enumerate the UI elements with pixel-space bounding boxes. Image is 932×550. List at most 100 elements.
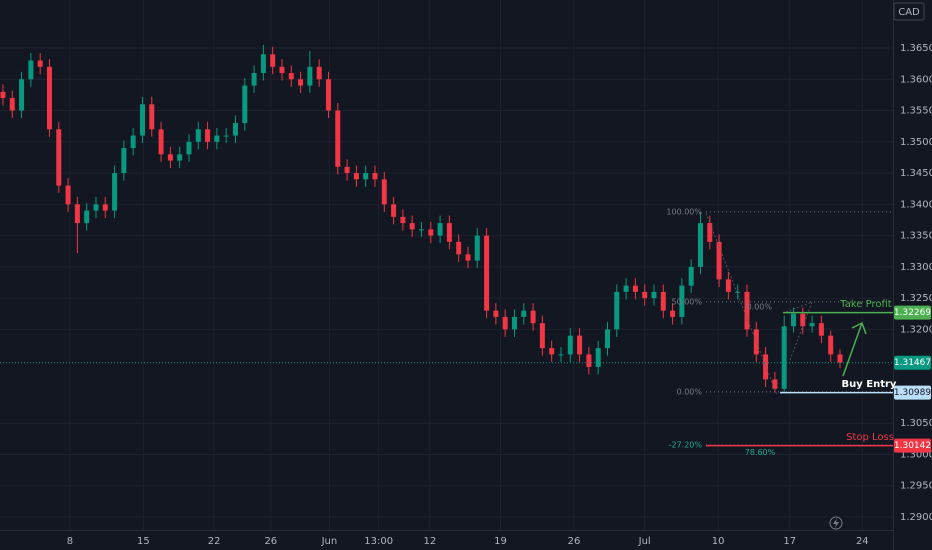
lightning-bolt <box>833 518 839 528</box>
fib-trend <box>785 301 813 313</box>
price-tag <box>894 305 931 320</box>
candle-body <box>539 323 545 349</box>
candle-body <box>670 310 676 317</box>
candle-body <box>279 66 285 74</box>
candle-body <box>753 329 759 355</box>
x-tick-label: 17 <box>783 536 796 547</box>
candle-body <box>623 285 629 292</box>
candle-body <box>521 310 527 317</box>
candle-body <box>735 291 741 293</box>
candle-body <box>511 316 517 330</box>
y-tick-label: 1.30500 <box>900 418 932 429</box>
candle-body <box>381 179 387 205</box>
candle-body <box>400 216 406 224</box>
candle-body <box>158 129 164 155</box>
candle-body <box>772 379 778 389</box>
take-profit-label: Take Profit <box>839 299 892 310</box>
candle-body <box>446 223 452 242</box>
candle-body <box>642 291 648 299</box>
y-tick-label: 1.32500 <box>900 293 932 304</box>
candle-body <box>567 335 573 355</box>
currency: CAD <box>898 7 920 18</box>
price-tag <box>894 438 931 453</box>
x-tick-label: 10 <box>712 536 725 547</box>
price-tag-label: 1.30142 <box>894 441 931 451</box>
candle-body <box>595 348 601 367</box>
candle-body <box>781 326 787 389</box>
candle-body <box>325 79 331 111</box>
candle-body <box>604 329 610 349</box>
y-tick-label: 1.36000 <box>900 74 932 85</box>
fib-label: 0.00% <box>747 302 773 311</box>
y-tick-label: 1.34500 <box>900 168 932 179</box>
candle-body <box>474 235 480 261</box>
candle-body <box>484 235 490 311</box>
candle-body <box>251 73 257 86</box>
candle-body <box>102 204 108 211</box>
candle-body <box>112 173 118 211</box>
candle-body <box>0 91 6 99</box>
candle-body <box>84 210 90 224</box>
candle-body <box>121 148 127 174</box>
y-tick-label: 1.29000 <box>900 512 932 523</box>
candle-body <box>632 285 638 292</box>
candle-body <box>93 204 99 211</box>
lightning-icon[interactable] <box>829 516 843 530</box>
candle-body <box>56 129 62 186</box>
fib-label: -27.20% <box>669 441 703 450</box>
price-tag-label: 1.30989 <box>894 388 931 398</box>
y-tick-label: 1.35500 <box>900 106 932 117</box>
candle-body <box>167 154 173 161</box>
candle-body <box>9 98 15 111</box>
x-tick-label: 24 <box>856 536 869 547</box>
candle-body <box>46 66 52 130</box>
x-tick-label: 13:00 <box>364 536 393 547</box>
candle-body <box>418 229 424 231</box>
candle-body <box>205 129 211 142</box>
fib-label: 100.00% <box>666 207 702 216</box>
candle-body <box>437 223 443 236</box>
x-tick-label: 15 <box>137 536 150 547</box>
candle-body <box>307 66 313 86</box>
candle-body <box>614 291 620 330</box>
candle-body <box>19 79 25 111</box>
candle-body <box>828 335 834 355</box>
arrow-head <box>851 321 867 335</box>
candle-body <box>697 223 703 267</box>
x-tick-label: 26 <box>568 536 581 547</box>
x-tick-label: Jul <box>638 536 651 547</box>
candle-body <box>335 110 341 167</box>
fib-trend <box>705 212 778 396</box>
candle-body <box>716 241 722 280</box>
candle-body <box>428 229 434 236</box>
candle-body <box>139 104 145 136</box>
candle-body <box>809 323 815 327</box>
candle-body <box>316 66 322 80</box>
candle-body <box>577 335 583 355</box>
candle-body <box>818 323 824 336</box>
candle-body <box>37 60 43 67</box>
price-tag-label: 1.31467 <box>894 358 931 368</box>
candle-body <box>195 129 201 142</box>
candle-body <box>242 85 248 124</box>
candle-body <box>530 310 536 324</box>
x-tick-label: 19 <box>494 536 507 547</box>
candle-body <box>465 254 471 261</box>
y-tick-label: 1.32000 <box>900 324 932 335</box>
arrow <box>842 322 863 377</box>
y-tick-label: 1.30000 <box>900 449 932 460</box>
candle-body <box>298 79 304 86</box>
x-tick-label: 8 <box>67 536 73 547</box>
candle-body <box>223 135 229 137</box>
candle-body <box>725 279 731 292</box>
fib-label: 78.60% <box>745 448 776 457</box>
candle-body <box>744 291 750 330</box>
currency-box[interactable] <box>893 2 925 21</box>
y-tick-label: 1.36500 <box>900 43 932 54</box>
fib-label: 50.00% <box>671 297 702 306</box>
buy-entry-label: Buy Entry <box>842 379 897 390</box>
candle-body <box>214 135 220 142</box>
candle-body <box>651 291 657 299</box>
